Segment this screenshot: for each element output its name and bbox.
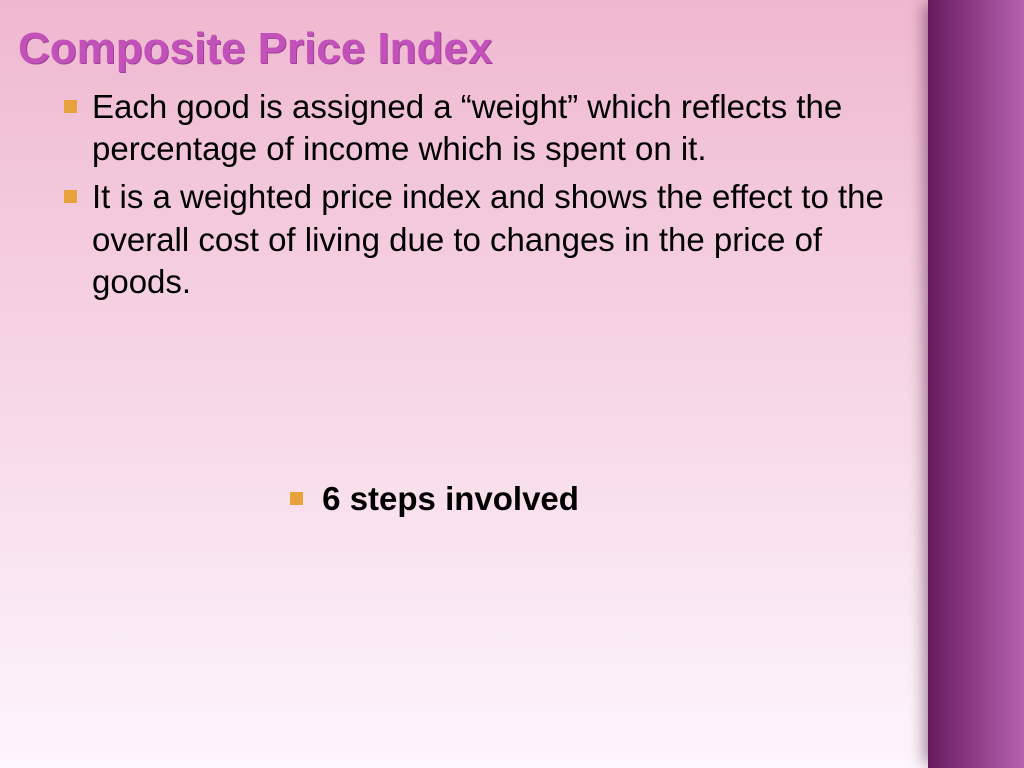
bullet-item: Each good is assigned a “weight” which r… [92,86,892,170]
centered-callout: 6 steps involved [290,480,579,518]
centered-callout-text: 6 steps involved [322,480,579,517]
side-accent-bar [928,0,1024,768]
slide: Composite Price Index Each good is assig… [0,0,1024,768]
bullet-list: Each good is assigned a “weight” which r… [92,86,892,309]
bullet-text: It is a weighted price index and shows t… [92,178,884,299]
bullet-item: It is a weighted price index and shows t… [92,176,892,303]
square-bullet-icon [64,100,77,113]
bullet-text: Each good is assigned a “weight” which r… [92,88,842,167]
square-bullet-icon [64,190,77,203]
square-bullet-icon [290,492,303,505]
slide-title: Composite Price Index [18,24,492,74]
